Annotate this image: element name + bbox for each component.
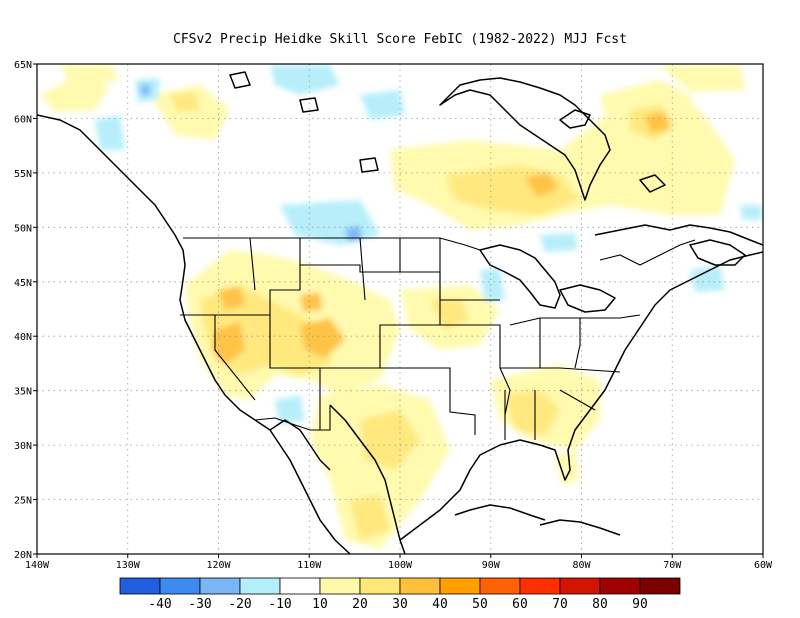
- lonlat-grid: [37, 64, 763, 554]
- lon-tick-label: 100W: [388, 560, 413, 571]
- colorbar-bin: [639, 577, 681, 595]
- colorbar-label: -30: [188, 597, 211, 612]
- colorbar-label: 50: [472, 597, 488, 612]
- colorbar-label: 70: [552, 597, 568, 612]
- colorbar-label: 20: [352, 597, 368, 612]
- lon-tick-label: 120W: [206, 560, 231, 571]
- lat-tick-label: 30N: [14, 441, 32, 452]
- colorbar-label: -20: [228, 597, 251, 612]
- colorbar-label: -40: [148, 597, 171, 612]
- lat-tick-label: 20N: [14, 550, 32, 561]
- lon-tick-label: 80W: [572, 560, 591, 571]
- colorbar-bin: [479, 577, 521, 595]
- colorbar-bin: [559, 577, 601, 595]
- colorbar-label: 40: [432, 597, 448, 612]
- colorbar-label: 30: [392, 597, 408, 612]
- lon-tick-label: 70W: [663, 560, 682, 571]
- colorbar-label: 60: [512, 597, 528, 612]
- longitude-tick-labels: 140W 130W 120W 110W 100W 90W 80W 70W 60W: [25, 554, 773, 571]
- colorbar: [119, 577, 681, 595]
- colorbar-bin: [199, 577, 241, 595]
- skill-shading: [40, 65, 762, 550]
- colorbar-bin: [119, 577, 161, 595]
- colorbar-bin: [399, 577, 441, 595]
- colorbar-label: 90: [632, 597, 648, 612]
- colorbar-label: 80: [592, 597, 608, 612]
- colorbar-bin: [439, 577, 481, 595]
- colorbar-bin: [239, 577, 281, 595]
- colorbar-bin: [359, 577, 401, 595]
- lat-tick-label: 50N: [14, 223, 32, 234]
- lon-tick-label: 140W: [25, 560, 50, 571]
- colorbar-label: -10: [268, 597, 291, 612]
- lat-tick-label: 60N: [14, 114, 32, 125]
- colorbar-bin: [519, 577, 561, 595]
- colorbar-bin: [599, 577, 641, 595]
- lat-tick-label: 65N: [14, 60, 32, 71]
- colorbar-bin: [279, 577, 321, 595]
- lat-tick-label: 35N: [14, 387, 32, 398]
- lon-tick-label: 60W: [754, 560, 773, 571]
- map-area: [37, 64, 763, 554]
- map-title: CFSv2 Precip Heidke Skill Score FebIC (1…: [173, 32, 627, 47]
- colorbar-labels: -40 -30 -20 -10 10 20 30 40 50 60 70 80 90: [148, 597, 648, 612]
- colorbar-bin: [319, 577, 361, 595]
- coastlines: [37, 71, 763, 554]
- lon-tick-label: 90W: [482, 560, 501, 571]
- colorbar-bin: [159, 577, 201, 595]
- lon-tick-label: 130W: [116, 560, 141, 571]
- lat-tick-label: 40N: [14, 332, 32, 343]
- colorbar-label: 10: [312, 597, 328, 612]
- political-borders: [180, 237, 696, 440]
- lat-tick-label: 55N: [14, 169, 32, 180]
- lat-tick-label: 45N: [14, 278, 32, 289]
- lat-tick-label: 25N: [14, 496, 32, 507]
- latitude-tick-labels: 20N 25N 30N 35N 40N 45N 50N 55N 60N 65N: [14, 60, 37, 561]
- lon-tick-label: 110W: [297, 560, 322, 571]
